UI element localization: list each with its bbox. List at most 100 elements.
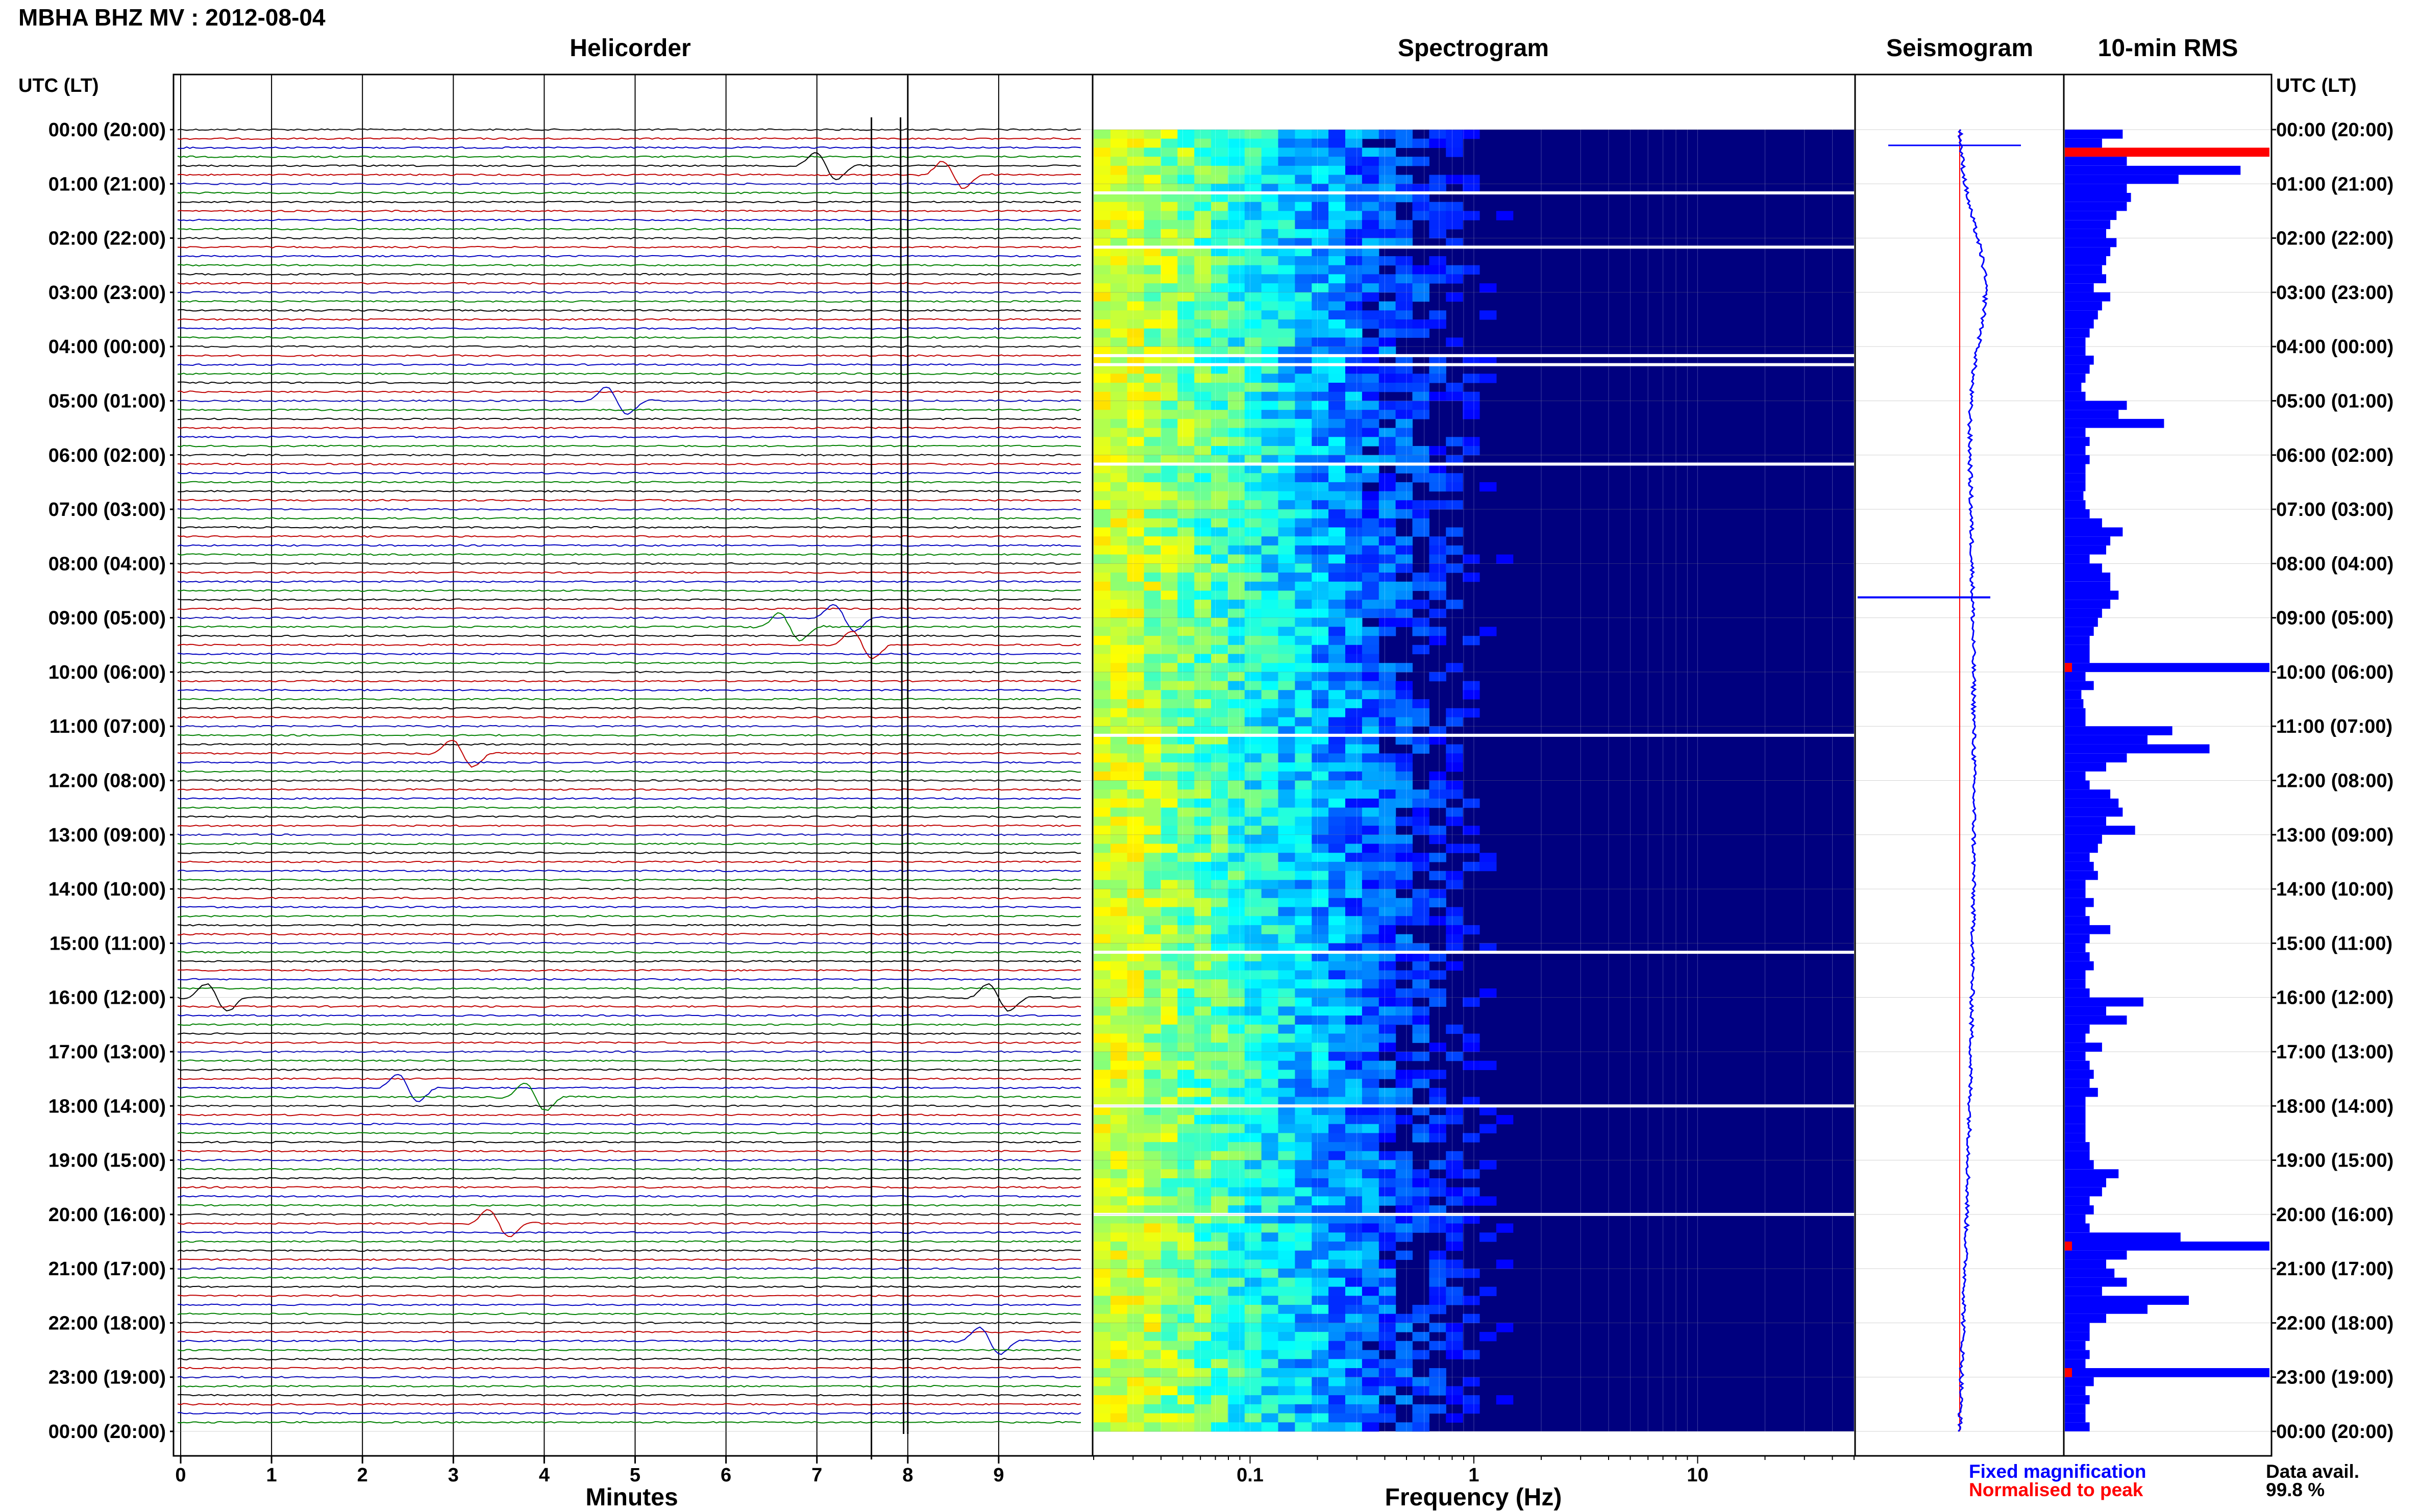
spectrogram-cell — [1194, 807, 1212, 817]
spectrogram-cell — [1161, 310, 1178, 320]
spectrogram-cell — [1227, 871, 1245, 880]
spectrogram-cell — [1110, 391, 1128, 401]
spectrogram-cell — [1211, 391, 1228, 401]
rms-bar — [2065, 708, 2086, 717]
spectrogram-cell — [1144, 301, 1162, 311]
spectrogram-cell — [1144, 1422, 1162, 1432]
spectrogram-cell — [1244, 952, 1262, 962]
spectrogram-cell — [1345, 401, 1363, 410]
spectrogram-cell — [1244, 473, 1262, 483]
spectrogram-cell — [1110, 464, 1128, 474]
spectrogram-cell — [1295, 672, 1312, 682]
spectrogram-cell — [1194, 608, 1212, 618]
spectrogram-cell — [1227, 229, 1245, 239]
spectrogram-cell — [1244, 573, 1262, 582]
spectrogram-cell — [1211, 554, 1228, 564]
spectrogram-cell — [1261, 1079, 1279, 1088]
spectrogram-cell — [1161, 988, 1178, 998]
rms-bar — [2065, 1124, 2086, 1133]
spectrogram-cell — [1144, 581, 1162, 591]
spectrogram-cell — [1345, 1097, 1363, 1106]
spectrogram-cell — [1345, 1377, 1363, 1386]
spectrogram-cell — [1161, 401, 1178, 410]
spectrogram-cell — [1127, 500, 1145, 510]
spectrogram-cell — [1295, 771, 1312, 781]
spectrogram-cell — [1127, 617, 1145, 627]
spectrogram-cell — [1244, 699, 1262, 709]
spectrogram-cell — [1446, 663, 1463, 673]
spectrogram-cell — [1312, 1015, 1329, 1025]
spectrogram-cell — [1110, 997, 1128, 1007]
spectrogram-cell — [1177, 1106, 1195, 1116]
spectrogram-cell — [1261, 807, 1279, 817]
spectrogram-cell — [1412, 988, 1429, 998]
minute-tick-label: 4 — [539, 1465, 550, 1486]
rms-bar — [2065, 1269, 2115, 1278]
rms-bar — [2065, 283, 2094, 292]
helicorder-trace — [177, 1384, 1081, 1387]
spectrogram-cell — [1429, 1133, 1446, 1143]
spectrogram-cell — [1177, 1332, 1195, 1342]
spectrogram-cell — [1328, 473, 1346, 483]
spectrogram-cell — [1244, 1151, 1262, 1161]
spectrogram-cell — [1211, 193, 1228, 203]
spectrogram-cell — [1144, 500, 1162, 510]
rms-bar — [2065, 1350, 2090, 1359]
rms-bar — [2065, 916, 2090, 925]
spectrogram-cell — [1463, 1404, 1480, 1414]
spectrogram-cell — [1328, 1404, 1346, 1414]
spectrogram-cell — [1362, 1359, 1379, 1369]
spectrogram-cell — [1244, 1313, 1262, 1323]
spectrogram-cell — [1177, 193, 1195, 203]
spectrogram-cell — [1362, 355, 1379, 365]
spectrogram-cell — [1261, 1087, 1279, 1098]
spectrogram-cell — [1177, 1196, 1195, 1206]
spectrogram-cell — [1328, 1160, 1346, 1170]
spectrogram-cell — [1194, 310, 1212, 320]
rms-bar — [2065, 455, 2090, 464]
spectrogram-cell — [1127, 1052, 1145, 1061]
spectrogram-cell — [1244, 1087, 1262, 1098]
spectrogram-cell — [1144, 437, 1162, 447]
spectrogram-cell — [1110, 654, 1128, 663]
spectrogram-cell — [1261, 1242, 1279, 1251]
spectrogram-cell — [1127, 853, 1145, 862]
spectrogram-cell — [1429, 563, 1446, 573]
spectrogram-cell — [1362, 1097, 1379, 1106]
spectrogram-cell — [1312, 1386, 1329, 1396]
spectrogram-cell — [1244, 871, 1262, 880]
spectrogram-cell — [1429, 1223, 1446, 1233]
rms-bar — [2065, 301, 2102, 311]
spectrogram-cell — [1110, 617, 1128, 627]
spectrogram-cell — [1312, 1277, 1329, 1287]
time-tick-left: 11:00 (07:00) — [50, 716, 166, 737]
spectrogram-cell — [1127, 807, 1145, 817]
spectrogram-cell — [1244, 247, 1262, 257]
spectrogram-cell — [1144, 780, 1162, 790]
spectrogram-cell — [1395, 536, 1413, 546]
spectrogram-cell — [1194, 834, 1212, 845]
spectrogram-cell — [1211, 491, 1228, 501]
spectrogram-cell — [1227, 1395, 1245, 1405]
spectrogram-cell — [1328, 1060, 1346, 1070]
spectrogram-cell — [1110, 1015, 1128, 1025]
spectrogram-cell — [1362, 1404, 1379, 1414]
spectrogram-cell — [1378, 401, 1396, 410]
spectrogram-cell — [1378, 1070, 1396, 1079]
spectrogram-cell — [1378, 834, 1396, 845]
spectrogram-cell — [1378, 717, 1396, 727]
spectrogram-cell — [1161, 265, 1178, 275]
helicorder-trace — [177, 631, 1081, 659]
spectrogram-cell — [1345, 1160, 1363, 1170]
spectrogram-cell — [1362, 581, 1379, 591]
rms-bar — [2065, 608, 2102, 618]
spectrogram-cell — [1261, 1043, 1279, 1052]
spectrogram-cell — [1378, 229, 1396, 239]
spectrogram-cell — [1328, 364, 1346, 374]
spectrogram-cell — [1412, 979, 1429, 989]
spectrogram-cell — [1362, 1350, 1379, 1359]
spectrogram-cell — [1211, 1106, 1228, 1116]
spectrogram-cell — [1227, 473, 1245, 483]
spectrogram-cell — [1177, 608, 1195, 618]
spectrogram-cell — [1127, 157, 1145, 166]
